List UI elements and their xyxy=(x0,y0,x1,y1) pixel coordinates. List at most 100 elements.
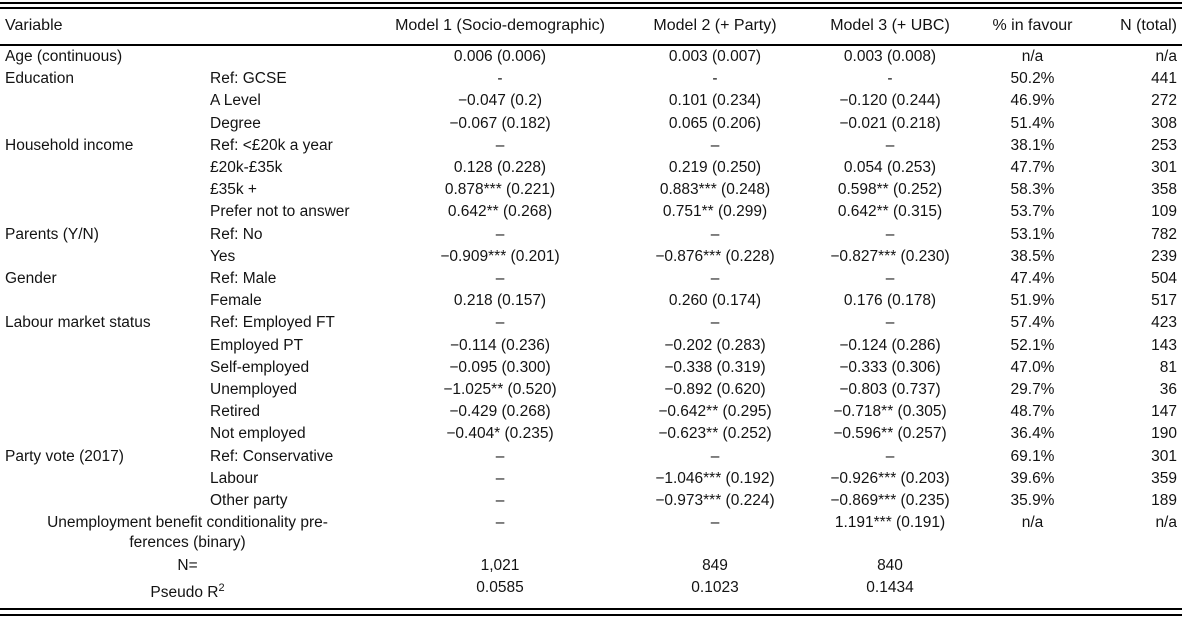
cell-n-total: 517 xyxy=(1151,292,1177,310)
cell-n-total: 504 xyxy=(1151,270,1177,288)
row-variable xyxy=(0,423,210,445)
cell-model1: 0.006 (0.006) xyxy=(453,48,547,65)
bottom-double-rule xyxy=(0,608,1182,617)
cell-model2: – xyxy=(710,136,720,154)
table-row: Party vote (2017) Ref: Conservative – – – 69.… xyxy=(0,446,1182,468)
cell-n-total: 189 xyxy=(1151,492,1177,510)
cell-model2: – xyxy=(710,314,720,332)
table-row: Female 0.218 (0.157) 0.260 (0.174) 0.176 (0… xyxy=(0,290,1182,312)
row-category: Ref: No xyxy=(210,225,263,243)
cell-model2: – xyxy=(710,514,720,532)
cell-model1: 0.642** (0.268) xyxy=(447,203,553,221)
cell-n-total: 301 xyxy=(1151,447,1177,465)
cell-model1: – xyxy=(495,492,505,510)
row-category: Ref: Male xyxy=(210,270,277,288)
cell-model2: −0.642** (0.295) xyxy=(658,403,772,421)
row-category: Labour xyxy=(210,469,259,487)
row-category: £35k + xyxy=(210,181,257,199)
cell-model1: – xyxy=(495,447,505,465)
cell-model1: 0.0585 xyxy=(476,578,524,596)
cell-n-total: 36 xyxy=(1159,381,1177,399)
header-row: Variable Model 1 (Socio-demographic) Mod… xyxy=(0,9,1182,46)
table-row: Labour market status Ref: Employed FT – – – 5… xyxy=(0,312,1182,334)
row-variable xyxy=(0,468,210,490)
cell-n-total: 147 xyxy=(1151,403,1177,421)
row-category: Self-employed xyxy=(210,358,310,376)
cell-model1: −1.025** (0.520) xyxy=(443,381,557,399)
stats-row: N= 1,021 849 840 xyxy=(0,555,1182,577)
cell-model2: 0.751** (0.299) xyxy=(662,203,768,221)
cell-model3: – xyxy=(885,225,895,243)
cell-model1: 0.878*** (0.221) xyxy=(444,181,556,199)
cell-model3: 0.598** (0.252) xyxy=(837,181,943,199)
cell-n-total: 272 xyxy=(1151,92,1177,110)
cell-model3: −0.120 (0.244) xyxy=(839,92,941,110)
row-variable-span: Unemployment benefit conditionality pre-… xyxy=(0,512,375,554)
cell-model3: 1.191*** (0.191) xyxy=(834,514,946,532)
col-header-n-total: N (total) xyxy=(1090,9,1182,46)
cell-n-total: 190 xyxy=(1151,425,1177,443)
cell-pct-in-favour xyxy=(975,555,1090,577)
row-category: A Level xyxy=(210,92,261,110)
span-label-line2: ferences (binary) xyxy=(129,534,246,552)
cell-pct-in-favour: n/a xyxy=(1021,48,1044,65)
cell-model1: – xyxy=(495,514,505,532)
table-row: Unemployment benefit conditionality pre-… xyxy=(0,512,1182,554)
cell-pct-in-favour: 39.6% xyxy=(1010,469,1055,487)
cell-pct-in-favour: n/a xyxy=(1021,514,1044,532)
table-row: Other party – −0.973*** (0.224) −0.869*** (… xyxy=(0,490,1182,512)
cell-model3: 0.1434 xyxy=(866,578,914,596)
table-row: Household income Ref: <£20k a year – – – 38.1… xyxy=(0,135,1182,157)
cell-model3: 0.003 (0.008) xyxy=(843,48,937,65)
cell-model3: −0.827*** (0.230) xyxy=(830,247,950,265)
cell-model2: 0.1023 xyxy=(691,578,739,596)
row-variable xyxy=(0,157,210,179)
cell-model2: −0.338 (0.319) xyxy=(664,358,766,376)
cell-model3: 0.176 (0.178) xyxy=(843,292,937,310)
row-variable: Education xyxy=(5,70,74,88)
cell-pct-in-favour: 51.9% xyxy=(1010,292,1055,310)
cell-model2: – xyxy=(710,270,720,288)
row-variable: Gender xyxy=(5,270,57,288)
cell-model3: −0.926*** (0.203) xyxy=(830,469,950,487)
cell-pct-in-favour: 38.1% xyxy=(1010,136,1055,154)
cell-n-total xyxy=(1090,577,1182,604)
cell-model1: −0.114 (0.236) xyxy=(449,336,551,354)
cell-model1: – xyxy=(495,270,505,288)
cell-model1: −0.095 (0.300) xyxy=(449,358,551,376)
col-header-model2: Model 2 (+ Party) xyxy=(625,9,805,46)
cell-n-total xyxy=(1090,555,1182,577)
cell-pct-in-favour: 35.9% xyxy=(1010,492,1055,510)
row-category: Unemployed xyxy=(210,381,298,399)
col-header-category xyxy=(210,9,375,46)
table-row: Employed PT −0.114 (0.236) −0.202 (0.283) −… xyxy=(0,335,1182,357)
row-category: Employed PT xyxy=(210,336,304,354)
row-variable xyxy=(0,179,210,201)
row-category: Prefer not to answer xyxy=(210,203,350,221)
cell-pct-in-favour: 58.3% xyxy=(1010,181,1055,199)
row-variable: Labour market status xyxy=(5,314,151,332)
regression-table: Variable Model 1 (Socio-demographic) Mod… xyxy=(0,9,1182,604)
cell-model1: - xyxy=(497,70,503,88)
cell-pct-in-favour xyxy=(975,577,1090,604)
cell-model2: 849 xyxy=(702,556,728,574)
span-label-line1: Unemployment benefit conditionality pre- xyxy=(47,514,328,532)
table-row: Unemployed −1.025** (0.520) −0.892 (0.620)… xyxy=(0,379,1182,401)
cell-model3: −0.869*** (0.235) xyxy=(830,492,950,510)
cell-pct-in-favour: 29.7% xyxy=(1010,381,1055,399)
cell-model1: −0.429 (0.268) xyxy=(449,403,551,421)
cell-model3: – xyxy=(885,270,895,288)
col-header-variable: Variable xyxy=(0,9,210,46)
row-category: Degree xyxy=(210,114,261,132)
table-row: £35k + 0.878*** (0.221) 0.883*** (0.248) 0.… xyxy=(0,179,1182,201)
cell-n-total: 359 xyxy=(1151,469,1177,487)
row-category: Retired xyxy=(210,403,260,421)
cell-model3: −0.021 (0.218) xyxy=(839,114,941,132)
cell-model1: −0.404* (0.235) xyxy=(446,425,554,443)
cell-pct-in-favour: 53.7% xyxy=(1010,203,1055,221)
cell-model3: −0.333 (0.306) xyxy=(839,358,941,376)
table-row: Degree −0.067 (0.182) 0.065 (0.206) −0.021 … xyxy=(0,113,1182,135)
cell-model2: 0.101 (0.234) xyxy=(668,92,762,110)
table-row: Retired −0.429 (0.268) −0.642** (0.295) −0.… xyxy=(0,401,1182,423)
row-variable xyxy=(0,335,210,357)
